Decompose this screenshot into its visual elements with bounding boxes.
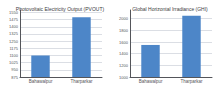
- svg-text:Bahawalpur: Bahawalpur: [29, 79, 53, 84]
- svg-text:Tharparkar: Tharparkar: [70, 79, 93, 84]
- svg-text:1025: 1025: [9, 60, 19, 65]
- svg-text:950: 950: [11, 67, 18, 72]
- svg-text:Bahawalpur: Bahawalpur: [139, 79, 163, 84]
- svg-text:1400: 1400: [9, 24, 19, 29]
- svg-text:1400: 1400: [119, 51, 129, 56]
- svg-text:1000: 1000: [119, 75, 129, 80]
- svg-text:1200: 1200: [119, 63, 129, 68]
- svg-text:1175: 1175: [9, 46, 18, 51]
- svg-text:875: 875: [11, 75, 18, 80]
- svg-text:1325: 1325: [9, 31, 19, 36]
- svg-text:Photovoltaic Electricity Outpu: Photovoltaic Electricity Output (PVOUT): [16, 6, 105, 12]
- svg-text:1600: 1600: [119, 40, 129, 45]
- svg-text:Tharparkar: Tharparkar: [180, 79, 203, 84]
- svg-text:1800: 1800: [119, 28, 129, 33]
- svg-text:1100: 1100: [9, 53, 18, 58]
- svg-text:1475: 1475: [9, 17, 19, 22]
- svg-text:Global Horizontal Irradiance (: Global Horizontal Irradiance (GHI): [132, 6, 208, 12]
- svg-text:1250: 1250: [9, 39, 19, 44]
- svg-text:2000: 2000: [119, 16, 129, 21]
- svg-text:1550: 1550: [9, 9, 18, 15]
